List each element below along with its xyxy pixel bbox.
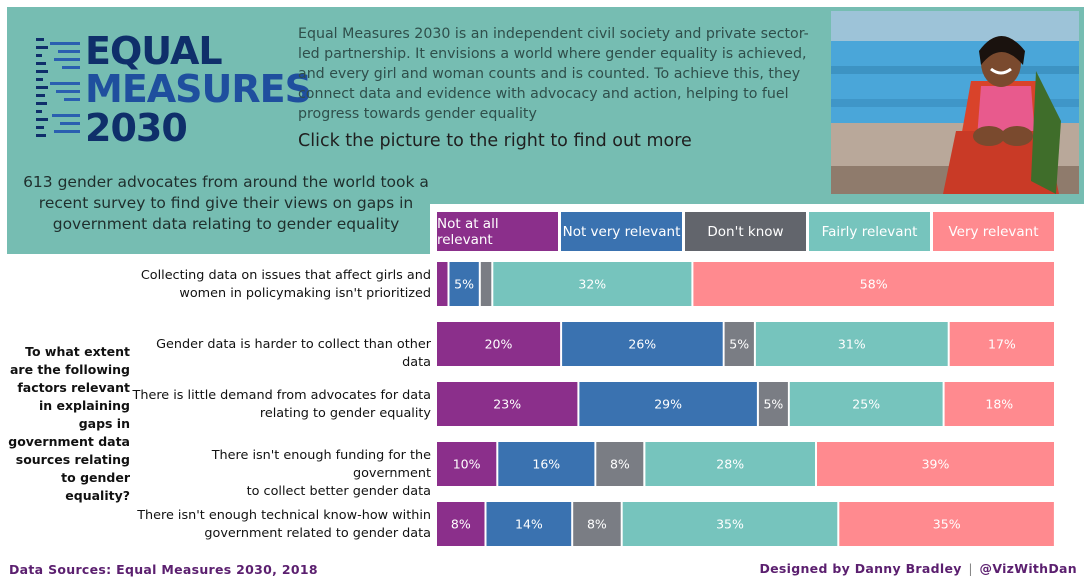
bar-value-label: 8% [451, 517, 471, 532]
survey-text: 613 gender advocates from around the wor… [23, 173, 429, 233]
bar-value-label: 18% [985, 397, 1013, 412]
bar-segment[interactable] [949, 322, 1054, 366]
bar-segment[interactable] [839, 502, 1054, 546]
bar-value-label: 14% [515, 517, 543, 532]
bar-segment[interactable] [817, 442, 1054, 486]
logo-line-2: MEASURES [85, 67, 312, 111]
bar-value-label: 23% [493, 397, 521, 412]
row-label-3: There isn't enough funding for the gover… [130, 447, 431, 501]
bar-value-label: 8% [587, 517, 607, 532]
row-label-2: There is little demand from advocates fo… [130, 387, 431, 423]
bar-value-label: 26% [628, 337, 656, 352]
bar-value-label: 8% [610, 457, 630, 472]
description-text: Equal Measures 2030 is an independent ci… [298, 26, 809, 122]
cta-text: Click the picture to the right to find o… [298, 131, 692, 151]
bar-segment[interactable] [944, 382, 1054, 426]
row-label-4-line-1: There isn't enough technical know-how wi… [137, 508, 431, 523]
bar-segment[interactable] [789, 382, 943, 426]
designer-credit: Designed by Danny Bradley [759, 561, 962, 576]
equal-measures-logo[interactable]: EQUAL MEASURES 2030 [36, 29, 312, 150]
logo-line-1: EQUAL [85, 29, 223, 73]
bar-value-label: 16% [532, 457, 560, 472]
bar-value-label: 28% [716, 457, 744, 472]
bar-segment[interactable] [437, 322, 561, 366]
bar-value-label: 35% [933, 517, 961, 532]
bar-segment[interactable] [480, 262, 492, 306]
legend-not-very-relevant[interactable]: Not very relevant [561, 212, 682, 251]
credits: Designed by Danny Bradley | @VizWithDan [759, 561, 1077, 576]
bar-segment[interactable] [493, 262, 692, 306]
bar-value-label: 10% [453, 457, 481, 472]
row-label-1: Gender data is harder to collect than ot… [130, 336, 431, 372]
bar-segment[interactable] [579, 382, 757, 426]
bar-value-label: 58% [860, 277, 888, 292]
row-label-0: Collecting data on issues that affect gi… [130, 267, 431, 303]
bar-segment[interactable] [486, 502, 572, 546]
bar-segment[interactable] [693, 262, 1054, 306]
row-label-1-line-1: Gender data is harder to collect than ot… [156, 337, 431, 370]
bar-value-label: 5% [763, 397, 783, 412]
bar-value-label: 35% [716, 517, 744, 532]
row-label-2-line-2: relating to gender equality [259, 406, 431, 421]
bar-value-label: 31% [838, 337, 866, 352]
bar-segment[interactable] [596, 442, 644, 486]
bar-value-label: 25% [852, 397, 880, 412]
logo-bars-icon [36, 38, 48, 137]
bar-segment[interactable] [437, 502, 485, 546]
row-label-3-line-2: to collect better gender data [246, 484, 431, 499]
bar-segment[interactable] [645, 442, 815, 486]
bar-value-label: 32% [578, 277, 606, 292]
bar-segment[interactable] [562, 322, 723, 366]
logo-measure-lines-icon [50, 42, 80, 133]
bar-value-label: 17% [988, 337, 1016, 352]
row-label-4-line-2: government related to gender data [204, 526, 431, 541]
bar-segment[interactable] [437, 442, 497, 486]
twitter-handle-link[interactable]: @VizWithDan [979, 561, 1077, 576]
advocate-photo-link[interactable] [831, 11, 1079, 194]
bar-value-label: 20% [485, 337, 513, 352]
bar-value-label: 5% [454, 277, 474, 292]
bar-segment[interactable] [449, 262, 479, 306]
bar-value-label: 29% [654, 397, 682, 412]
legend: Not at all relevant Not very relevant Do… [437, 212, 1057, 251]
row-label-0-line-2: women in policymaking isn't prioritized [179, 286, 431, 301]
bar-segment[interactable] [622, 502, 838, 546]
bar-value-label: 5% [729, 337, 749, 352]
bar-segment[interactable] [498, 442, 595, 486]
bar-segment[interactable] [437, 262, 448, 306]
survey-question: To what extent are the following factors… [8, 344, 130, 503]
bar-segment[interactable] [724, 322, 754, 366]
bar-value-label: 39% [922, 457, 950, 472]
row-label-2-line-1: There is little demand from advocates fo… [132, 388, 431, 403]
logo-line-3: 2030 [85, 106, 188, 150]
bar-segment[interactable] [573, 502, 621, 546]
row-label-0-line-1: Collecting data on issues that affect gi… [140, 268, 431, 283]
bar-segment[interactable] [437, 382, 578, 426]
row-label-4: There isn't enough technical know-how wi… [130, 507, 431, 543]
credit-separator: | [968, 561, 973, 576]
legend-dont-know[interactable]: Don't know [685, 212, 806, 251]
woman-photo-icon [831, 11, 1079, 194]
bar-segment[interactable] [755, 322, 948, 366]
legend-fairly-relevant[interactable]: Fairly relevant [809, 212, 930, 251]
bar-segment[interactable] [758, 382, 788, 426]
row-label-3-line-1: There isn't enough funding for the gover… [211, 448, 431, 481]
data-sources: Data Sources: Equal Measures 2030, 2018 [9, 562, 318, 577]
legend-very-relevant[interactable]: Very relevant [933, 212, 1054, 251]
legend-not-at-all-relevant[interactable]: Not at all relevant [437, 212, 558, 251]
